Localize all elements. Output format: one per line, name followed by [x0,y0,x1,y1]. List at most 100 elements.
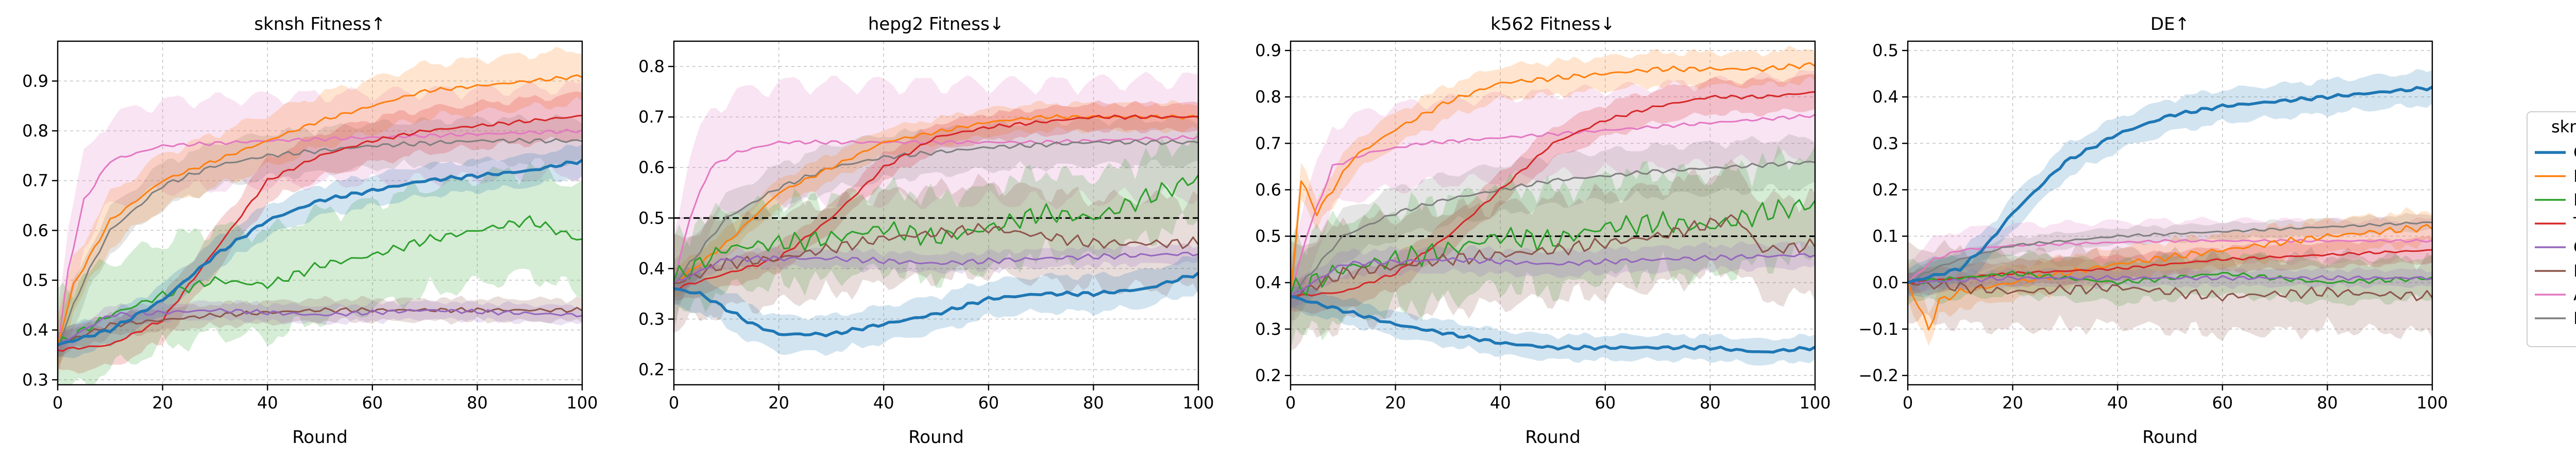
chart-panel-4: 0 20 40 60 80 100 −0.2 −0.1 0.0 0.1 0.2 0.3 0.4 0.5 DE… [1858,14,2448,448]
y-tick-label: 0.6 [1255,180,1281,199]
y-tick-label: 0.5 [22,270,48,290]
x-tick-label: 0 [1903,393,1913,413]
y-tick-label: 0.7 [22,171,48,191]
y-tick-label: 0.7 [1255,133,1281,153]
x-tick-label: 40 [873,393,894,413]
series-line-pex [674,139,1198,283]
series-line-pex [1291,161,1815,297]
x-axis-label: Round [1525,427,1581,448]
y-tick-label: 0.5 [1255,227,1281,246]
x-tick-label: 0 [53,393,63,413]
band-pex [58,114,582,366]
series-line-bo [1291,199,1815,297]
legend-label: CMA-ES [2573,237,2576,257]
y-tick-label: 0.4 [22,320,48,340]
legend-title: sknsh [2551,117,2576,136]
y-tick-label: 0.3 [638,309,665,329]
y-tick-label: 0.8 [22,121,48,141]
x-tick-label: 100 [1182,393,1214,413]
legend-label: BO [2573,190,2576,210]
series-line-adalead [1908,238,2432,284]
chart-title: hepg2 Fitness↓ [868,14,1004,35]
x-tick-label: 0 [1285,393,1296,413]
y-tick-label: 0.3 [1872,133,1899,153]
y-tick-label: 0.9 [1255,41,1281,60]
x-tick-label: 60 [1595,393,1616,413]
grid [673,41,1199,385]
x-tick-label: 0 [669,393,679,413]
series-line-ours [674,271,1198,337]
grid [57,41,583,385]
y-tick-label: 0.5 [1872,41,1899,60]
band-log-barrier [674,100,1198,298]
band-pex [1908,213,2432,291]
band-taco [674,100,1198,301]
x-tick-label: 80 [2317,393,2338,413]
x-tick-label: 40 [257,393,278,413]
series-line-ours [1291,295,1815,354]
series-line-cma-es [1291,253,1815,297]
y-tick-label: 0.3 [1255,319,1281,339]
band-bo [1291,145,1815,350]
legend-item-lag-ppo: Lag PPO [2535,261,2576,281]
x-tick-label: 20 [768,393,789,413]
legend-label: PEX [2573,309,2576,328]
series-line-cma-es [58,308,582,345]
y-tick-label: 0.2 [1255,366,1281,385]
grid [1907,41,2433,385]
legend-frame [2527,111,2576,347]
y-tick-label: 0.9 [22,71,48,91]
series-line-taco [1908,249,2432,284]
axes-frame [57,40,583,386]
y-tick-label: 0.5 [638,208,665,228]
chart-panel-2: 0 20 40 60 80 100 0.2 0.3 0.4 0.5 0.6 0.7 0.8 hepg2 F… [638,14,1214,448]
series-line-lag-ppo [1291,214,1815,297]
series-line-log-barrier [1908,224,2432,331]
band-adalead [1291,70,1815,334]
band-taco [58,91,582,374]
legend-item-adalead: AdaLead [2535,285,2576,304]
series-line-adalead [58,128,582,351]
x-tick-label: 60 [2212,393,2233,413]
band-lag-ppo [58,295,582,357]
y-tick-label: 0.1 [1872,227,1899,246]
y-tick-label: 0.2 [638,360,665,380]
y-tick-label: 0.2 [1872,180,1899,199]
series-line-pex [58,138,582,345]
series-line-adalead [1291,114,1815,298]
x-axis-label: Round [908,427,964,448]
legend-label: TACO [2573,214,2576,233]
y-tick-label: 0.4 [1872,87,1899,107]
x-tick-label: 100 [566,393,598,413]
legend-item-bo: BO [2535,190,2576,210]
series-line-log-barrier [1291,62,1815,296]
series-line-bo [674,174,1198,282]
series-line-taco [1291,91,1815,299]
legend-item-cma-es: CMA-ES [2535,237,2576,257]
band-ours [674,254,1198,356]
x-tick-label: 20 [1385,393,1406,413]
chart-title: DE↑ [2150,14,2190,35]
legend-label: Log Barrier [2573,166,2576,186]
band-lag-ppo [1908,240,2432,341]
x-tick-label: 100 [1799,393,1831,413]
band-adalead [1908,216,2432,302]
legend-item-taco: TACO [2535,214,2576,233]
y-tick-label: 0.7 [638,107,665,127]
y-tick-label: 0.8 [1255,87,1281,107]
band-bo [58,162,582,385]
series-line-cma-es [674,251,1198,284]
axes-frame [1290,40,1816,386]
series-line-ours [1908,86,2432,284]
chart-panel-1: 0 20 40 60 80 100 0.3 0.4 0.5 0.6 0.7 0.8 0.9 sknsh F… [22,14,598,448]
y-tick-label: 0.3 [22,370,48,389]
band-adalead [674,72,1198,336]
band-taco [1908,236,2432,296]
series-line-taco [674,114,1198,290]
x-tick-label: 80 [467,393,488,413]
y-tick-label: 0.4 [1255,273,1281,293]
chart-title: k562 Fitness↓ [1490,14,1615,35]
legend-label: AdaLead [2573,285,2576,304]
y-tick-label: 0.4 [638,259,665,278]
